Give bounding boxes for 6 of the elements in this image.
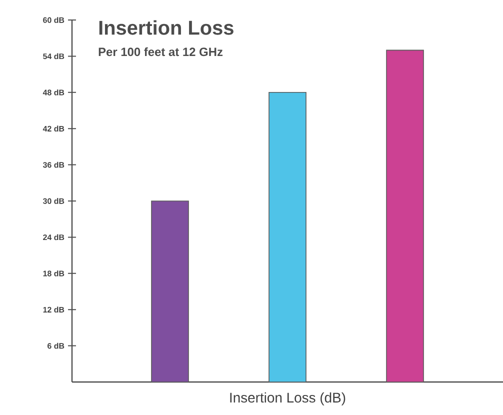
bar xyxy=(386,50,424,382)
text: Per 100 feet at 12 GHz xyxy=(98,47,223,56)
bar xyxy=(151,200,189,382)
chart-title: Insertion Loss xyxy=(99,20,234,35)
x-axis-title: Insertion Loss (dB) xyxy=(230,392,346,406)
bar xyxy=(268,92,306,382)
